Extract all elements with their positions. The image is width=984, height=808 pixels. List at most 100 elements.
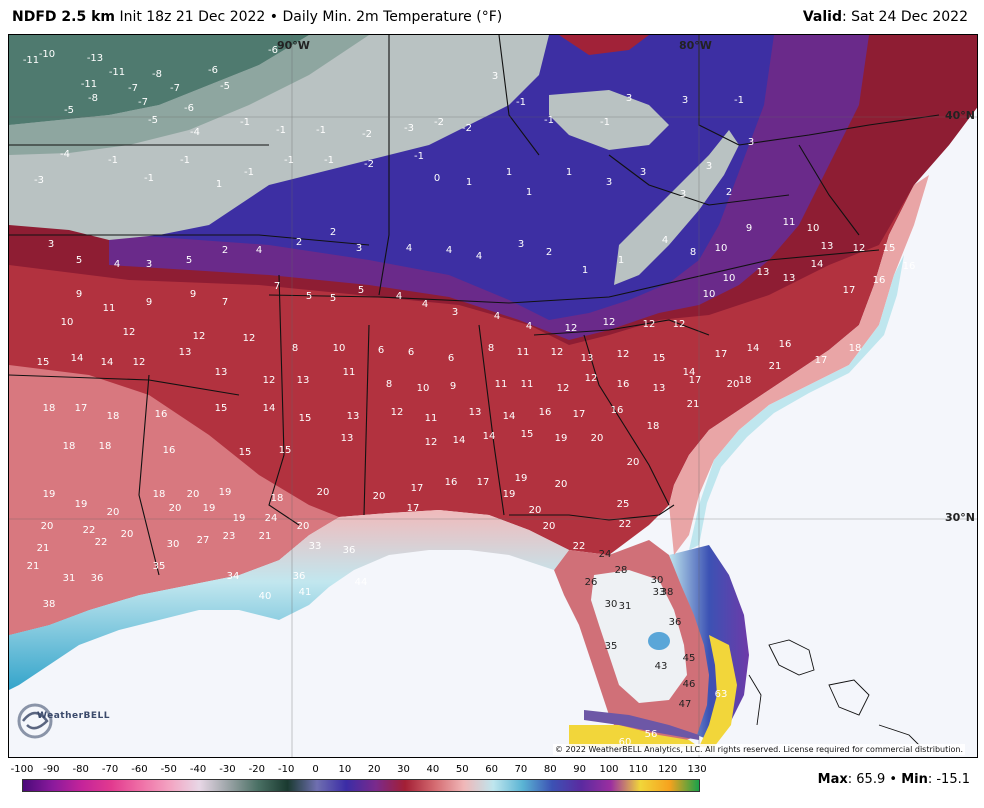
temperature-value: 12 <box>643 319 656 330</box>
legend-tick: -30 <box>219 764 236 775</box>
temperature-value: 15 <box>37 357 50 368</box>
temperature-value: 2 <box>296 237 302 248</box>
temperature-value: 3 <box>146 259 152 270</box>
copyright-notice: © 2022 WeatherBELL Analytics, LLC. All r… <box>553 744 965 755</box>
temperature-value: 16 <box>779 339 792 350</box>
cold-teal-transition <box>9 35 369 155</box>
temperature-value: 63 <box>715 689 728 700</box>
temperature-value: 13 <box>783 273 796 284</box>
temperature-value: 20 <box>41 521 54 532</box>
temperature-value: 43 <box>655 661 668 672</box>
legend-tick: 130 <box>687 764 707 775</box>
temperature-value: 19 <box>219 487 232 498</box>
temperature-value: 5 <box>306 291 312 302</box>
temperature-value: 14 <box>453 435 466 446</box>
temperature-value: 36 <box>293 571 306 582</box>
temperature-value: 23 <box>223 531 236 542</box>
temperature-value: 3 <box>680 189 686 200</box>
temperature-value: 16 <box>617 379 630 390</box>
temperature-map: -13 -10 -11 -11 -8 -6 -6 -11 -7 -7 -5 -8 -7 -6 -5 -5 -4-… <box>8 34 978 758</box>
atlantic-coast-band <box>669 175 929 555</box>
temperature-value: 16 <box>155 409 168 420</box>
temperature-value: 16 <box>445 477 458 488</box>
temperature-value: 6 <box>408 347 414 358</box>
temperature-value: 6 <box>378 345 384 356</box>
temperature-value: 15 <box>299 413 312 424</box>
temperature-value: 10 <box>61 317 74 328</box>
temperature-value: 33 <box>309 541 322 552</box>
maxmin-separator: • <box>889 772 898 787</box>
legend-tick: 110 <box>628 764 648 775</box>
keys-purple <box>584 710 699 740</box>
temperature-value: -4 <box>60 149 70 160</box>
temperature-value: 20 <box>543 521 556 532</box>
temperature-value: 17 <box>715 349 728 360</box>
legend-tick: 100 <box>599 764 619 775</box>
graticule <box>9 35 977 757</box>
temperature-value: 10 <box>333 343 346 354</box>
temperature-value: 21 <box>259 531 272 542</box>
temperature-value: -4 <box>190 127 200 138</box>
temperature-value: 35 <box>153 561 166 572</box>
footer: -100 -90 -80 -70 -60 -50 -40 -30 -20 -10 0 10 20 30 40… <box>0 758 984 808</box>
temperature-value: 8 <box>488 343 494 354</box>
max-value: : 65.9 <box>847 772 886 787</box>
temperature-value: 7 <box>274 281 280 292</box>
temperature-value: 11 <box>783 217 796 228</box>
logo-swirl-icon <box>17 703 53 739</box>
temperature-value: 22 <box>573 541 586 552</box>
lon-90-label: 90°W <box>277 39 310 52</box>
temperature-value: -5 <box>148 115 158 126</box>
temperature-value: 13 <box>215 367 228 378</box>
temperature-value: 4 <box>494 311 500 322</box>
temperature-value: 15 <box>215 403 228 414</box>
temperature-value: 16 <box>611 405 624 416</box>
color-scale-bar <box>22 779 700 792</box>
gray-appalachian <box>614 130 739 285</box>
temperature-value: 20 <box>121 529 134 540</box>
lake-okeechobee <box>648 632 670 650</box>
temperature-value: 2 <box>222 245 228 256</box>
temperature-value: 20 <box>373 491 386 502</box>
temperature-value: 20 <box>591 433 604 444</box>
temperature-value: 31 <box>619 601 632 612</box>
temperature-value: 20 <box>187 489 200 500</box>
temperature-value: 1 <box>566 167 572 178</box>
temperature-value: 10 <box>723 273 736 284</box>
temperature-value: -8 <box>88 93 98 104</box>
temperature-value: 44 <box>355 577 368 588</box>
temperature-value: 8 <box>386 379 392 390</box>
temperature-value: 5 <box>186 255 192 266</box>
temperature-value: -2 <box>364 159 374 170</box>
temperature-value: 4 <box>422 299 428 310</box>
temperature-value: 17 <box>477 477 490 488</box>
temperature-value: 19 <box>233 513 246 524</box>
temperature-value: 4 <box>396 291 402 302</box>
temperature-value: 13 <box>179 347 192 358</box>
temperature-value: 14 <box>747 343 760 354</box>
temperature-value: 31 <box>63 573 76 584</box>
temperature-value: 45 <box>683 653 696 664</box>
temperature-value: 11 <box>517 347 530 358</box>
temperature-value: 15 <box>521 429 534 440</box>
temperature-value: 20 <box>107 507 120 518</box>
temperature-value: 9 <box>76 289 82 300</box>
legend-tick: 80 <box>543 764 557 775</box>
legend-tick: -40 <box>189 764 207 775</box>
valid-time: Valid: Sat 24 Dec 2022 <box>803 9 968 25</box>
temperature-value: -10 <box>39 49 55 60</box>
temperature-value: 19 <box>503 489 516 500</box>
temperature-value: 34 <box>227 571 240 582</box>
temperature-value: 17 <box>407 503 420 514</box>
temperature-value: 18 <box>739 375 752 386</box>
temperature-value: 17 <box>843 285 856 296</box>
temperature-value: 19 <box>555 433 568 444</box>
temperature-value: -2 <box>434 117 444 128</box>
temperature-value: 18 <box>271 493 284 504</box>
legend-tick: -50 <box>160 764 177 775</box>
temperature-value: 16 <box>163 445 176 456</box>
temperature-value: 15 <box>883 243 896 254</box>
florida-southeast-warm <box>699 635 737 747</box>
model-name: NDFD 2.5 km <box>12 9 115 25</box>
temperature-value: 18 <box>849 343 862 354</box>
